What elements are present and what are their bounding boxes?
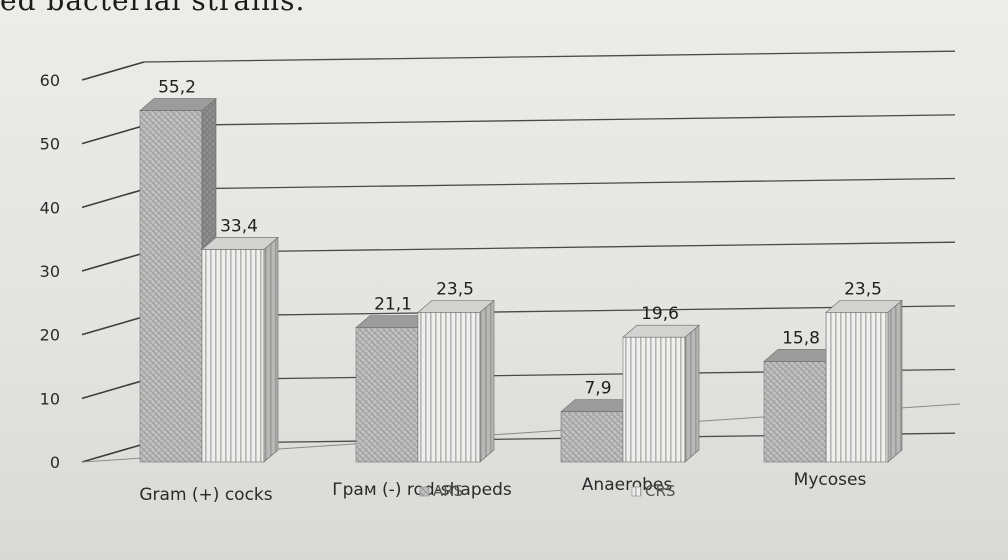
legend-item: CRS: [631, 482, 675, 500]
grid-depth-line: [81, 379, 145, 400]
bar-crs: [622, 324, 700, 463]
bar-ars: [139, 97, 217, 463]
y-tick-label: 20: [40, 326, 60, 345]
data-label: 23,5: [436, 279, 474, 299]
grid-line: [143, 305, 956, 318]
data-label: 21,1: [374, 295, 412, 315]
data-label: 15,8: [782, 328, 820, 348]
data-label: 33,4: [220, 216, 258, 236]
legend-swatch: [419, 486, 430, 497]
grid-line: [143, 177, 956, 190]
bar-crs: [201, 236, 279, 463]
category-label: Anaerobes: [582, 475, 673, 495]
bar-crs: [825, 299, 903, 463]
legend-item: ARS: [419, 482, 463, 500]
legend-label: ARS: [433, 482, 463, 500]
grid-depth-line: [81, 252, 145, 272]
y-tick-label: 50: [40, 135, 60, 154]
data-label: 19,6: [641, 304, 679, 324]
y-tick-label: 40: [40, 198, 60, 217]
grid-line: [143, 114, 956, 127]
legend-label: CRS: [645, 482, 675, 500]
data-label: 55,2: [158, 78, 196, 98]
data-label: 7,9: [584, 379, 611, 399]
data-label: 23,5: [844, 279, 882, 299]
grid-depth-line: [81, 315, 145, 336]
grid-depth-line: [81, 443, 145, 463]
grid-depth-line: [81, 188, 145, 209]
legend-swatch: [631, 486, 642, 497]
category-label: Gram (+) cocks: [139, 485, 272, 505]
category-label: Mycoses: [794, 470, 867, 490]
grid-line: [143, 50, 956, 63]
bar-crs: [417, 299, 495, 463]
y-tick-label: 10: [40, 389, 60, 408]
y-tick-label: 0: [50, 453, 60, 472]
page-heading: ed bacterial strains.: [0, 0, 306, 17]
grid-line: [143, 241, 956, 254]
y-tick-label: 30: [40, 262, 60, 281]
y-tick-label: 60: [40, 71, 60, 90]
grid-depth-line: [81, 124, 145, 145]
grid-depth-line: [81, 61, 145, 81]
